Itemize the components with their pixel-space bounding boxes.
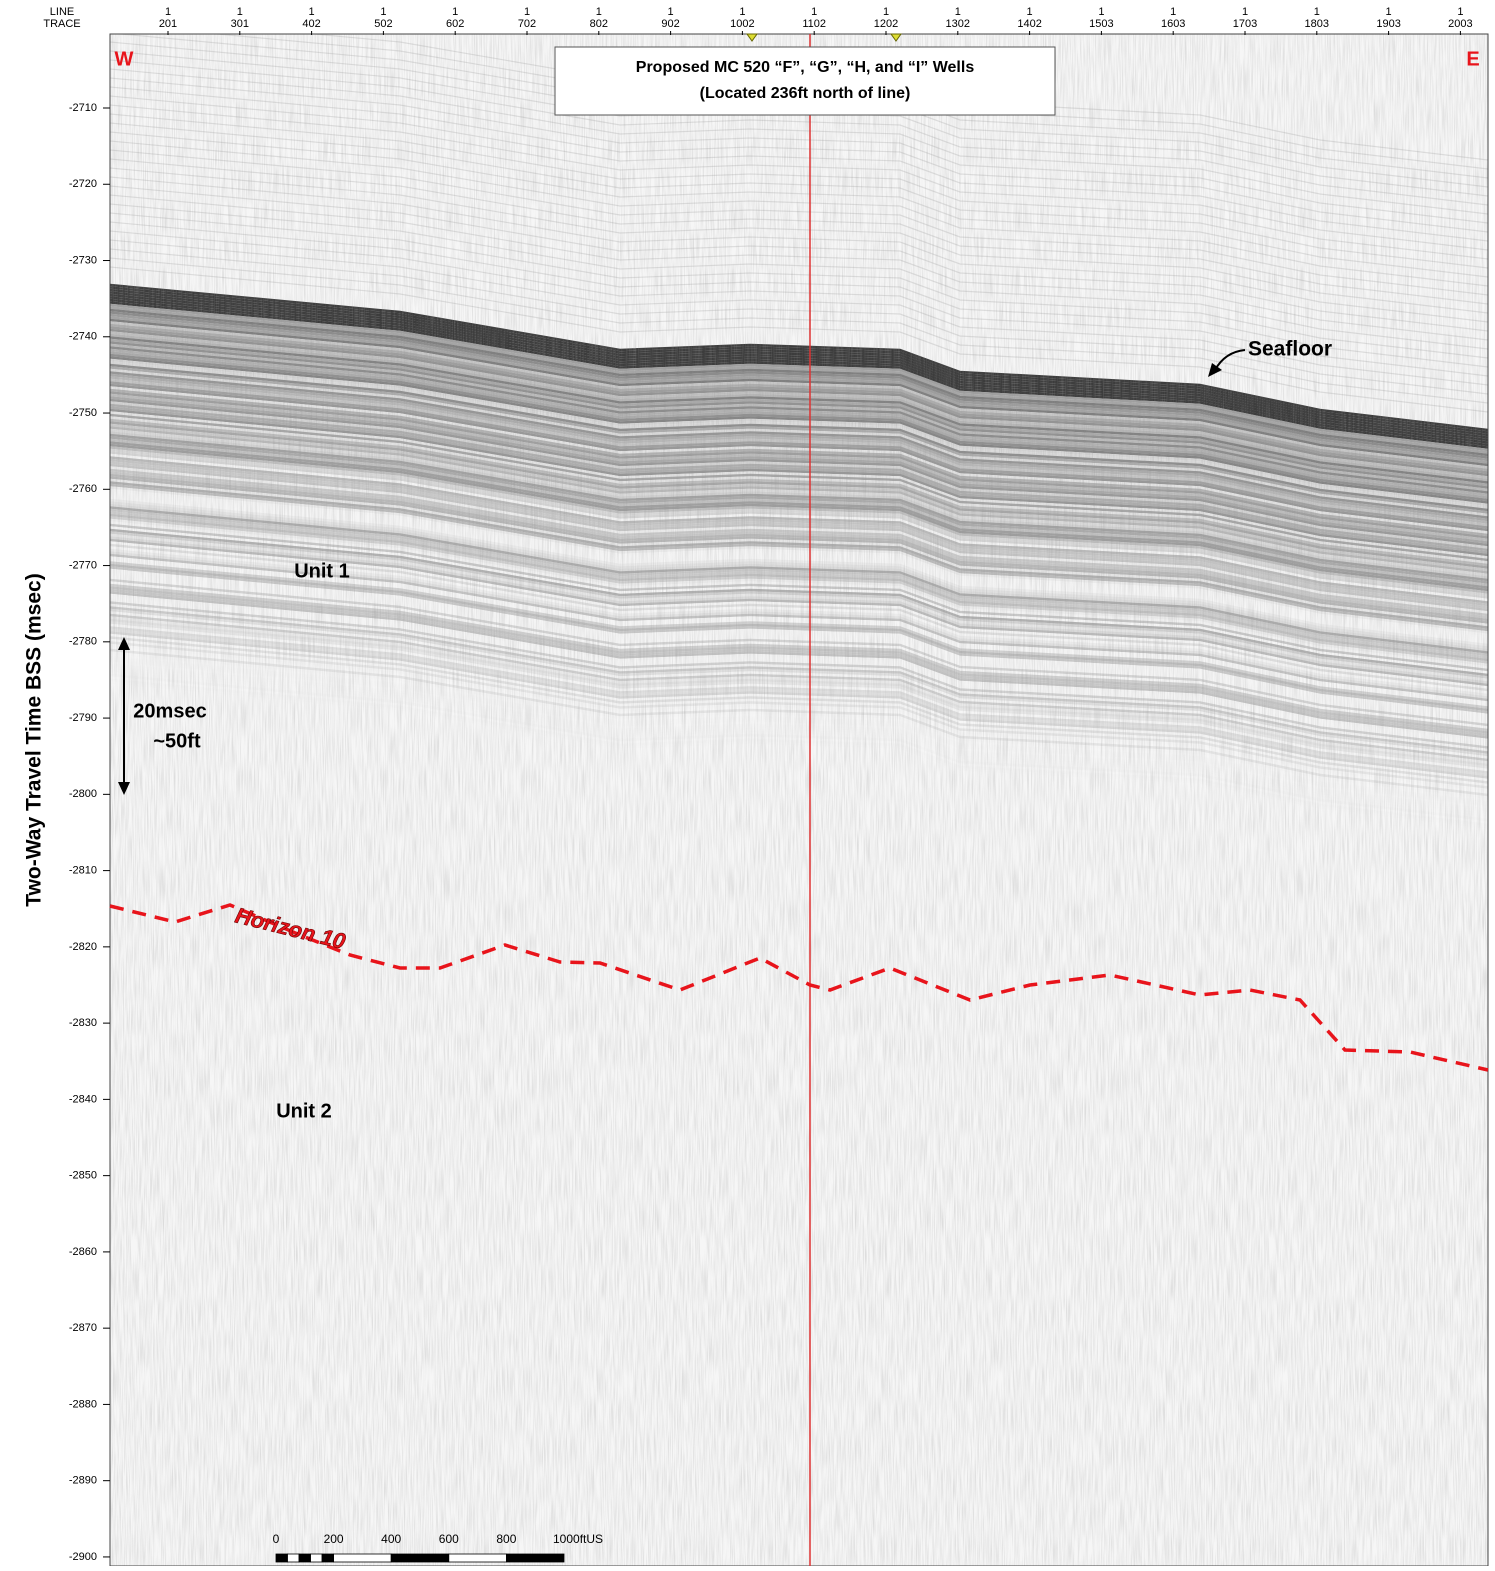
y-tick-label: -2730	[69, 254, 97, 266]
line-number: 1	[380, 6, 386, 18]
callout-line: (Located 236ft north of line)	[700, 85, 911, 102]
scale-label: 600	[439, 1532, 459, 1546]
y-tick-label: -2780	[69, 636, 97, 648]
trace-number: 201	[159, 18, 177, 30]
y-tick-label: -2870	[69, 1322, 97, 1334]
y-tick-label: -2900	[69, 1551, 97, 1563]
line-number: 1	[1457, 6, 1463, 18]
line-number: 1	[1242, 6, 1248, 18]
well-marker	[890, 33, 902, 42]
y-tick-label: -2860	[69, 1246, 97, 1258]
y-tick-label: -2890	[69, 1475, 97, 1487]
scale-label: 400	[381, 1532, 401, 1546]
line-number: 1	[1386, 6, 1392, 18]
scale-segment	[321, 1553, 334, 1563]
scale-bar: 0 200 400 600 800 1000ftUS	[273, 1532, 603, 1563]
y-tick-label: -2880	[69, 1398, 97, 1410]
seafloor-label: Seafloor	[1248, 338, 1332, 361]
y-tick-label: -2720	[69, 178, 97, 190]
line-number: 1	[1027, 6, 1033, 18]
y-tick-label: -2710	[69, 102, 97, 114]
arrow-head	[1208, 363, 1222, 377]
y-tick-label: -2760	[69, 483, 97, 495]
trace-number: 1102	[802, 18, 826, 30]
y-tick-label: -2790	[69, 712, 97, 724]
scale-segment	[505, 1553, 565, 1563]
line-number: 1	[596, 6, 602, 18]
trace-label: TRACE	[43, 18, 80, 30]
scale-segment	[390, 1553, 450, 1563]
line-number: 1	[739, 6, 745, 18]
y-tick-label: -2770	[69, 559, 97, 571]
trace-number: 1302	[946, 18, 970, 30]
line-number: 1	[309, 6, 315, 18]
trace-number: 1202	[874, 18, 898, 30]
trace-number: 1803	[1305, 18, 1329, 30]
line-number: 1	[165, 6, 171, 18]
line-number: 1	[237, 6, 243, 18]
y-tick-label: -2830	[69, 1017, 97, 1029]
y-tick-label: -2820	[69, 941, 97, 953]
scale-segment	[448, 1553, 507, 1563]
unit-label: Unit 1	[294, 560, 350, 582]
vertical-scale-label: ~50ft	[153, 730, 201, 752]
west-label: W	[115, 48, 134, 70]
line-number: 1	[811, 6, 817, 18]
line-number: 1	[668, 6, 674, 18]
scale-segment	[287, 1553, 300, 1563]
trace-number: 402	[302, 18, 320, 30]
well-marker	[746, 33, 758, 42]
trace-number: 1002	[730, 18, 754, 30]
line-number: 1	[883, 6, 889, 18]
trace-number: 1402	[1017, 18, 1041, 30]
reflectors	[110, 34, 1488, 1566]
trace-number: 1903	[1376, 18, 1400, 30]
y-tick-label: -2850	[69, 1170, 97, 1182]
line-number: 1	[452, 6, 458, 18]
scale-label: 0	[273, 1532, 280, 1546]
line-label: LINE	[50, 6, 74, 18]
scale-segment	[310, 1553, 323, 1563]
trace-number: 802	[590, 18, 608, 30]
y-axis-title: Two-Way Travel Time BSS (msec)	[23, 573, 46, 906]
y-tick-label: -2750	[69, 407, 97, 419]
trace-number: 902	[661, 18, 679, 30]
line-number: 1	[955, 6, 961, 18]
callout-box	[554, 46, 1056, 116]
y-tick-label: -2740	[69, 331, 97, 343]
trace-number: 602	[446, 18, 464, 30]
trace-number: 702	[518, 18, 536, 30]
trace-number: 1503	[1089, 18, 1113, 30]
trace-number: 2003	[1448, 18, 1472, 30]
trace-number: 1603	[1161, 18, 1185, 30]
scale-label: 200	[324, 1532, 344, 1546]
vertical-scale-label: 20msec	[133, 700, 206, 722]
unit-label: Unit 2	[276, 1100, 332, 1122]
scale-label: 1000ftUS	[553, 1532, 603, 1546]
trace-number: 1703	[1233, 18, 1257, 30]
y-tick-label: -2810	[69, 865, 97, 877]
trace-number: 301	[231, 18, 249, 30]
line-number: 1	[1170, 6, 1176, 18]
line-number: 1	[1314, 6, 1320, 18]
scale-segment	[333, 1553, 392, 1563]
y-tick-label: -2800	[69, 788, 97, 800]
callout-line: Proposed MC 520 “F”, “G”, “H, and “I” We…	[636, 59, 975, 76]
line-number: 1	[1098, 6, 1104, 18]
y-tick-label: -2840	[69, 1093, 97, 1105]
horizon-line	[109, 903, 1489, 1072]
scale-segment	[275, 1553, 288, 1563]
scale-label: 800	[496, 1532, 516, 1546]
line-number: 1	[524, 6, 530, 18]
scale-segment	[298, 1553, 311, 1563]
east-label: E	[1466, 48, 1479, 70]
noise	[110, 34, 1488, 1566]
trace-number: 502	[374, 18, 392, 30]
